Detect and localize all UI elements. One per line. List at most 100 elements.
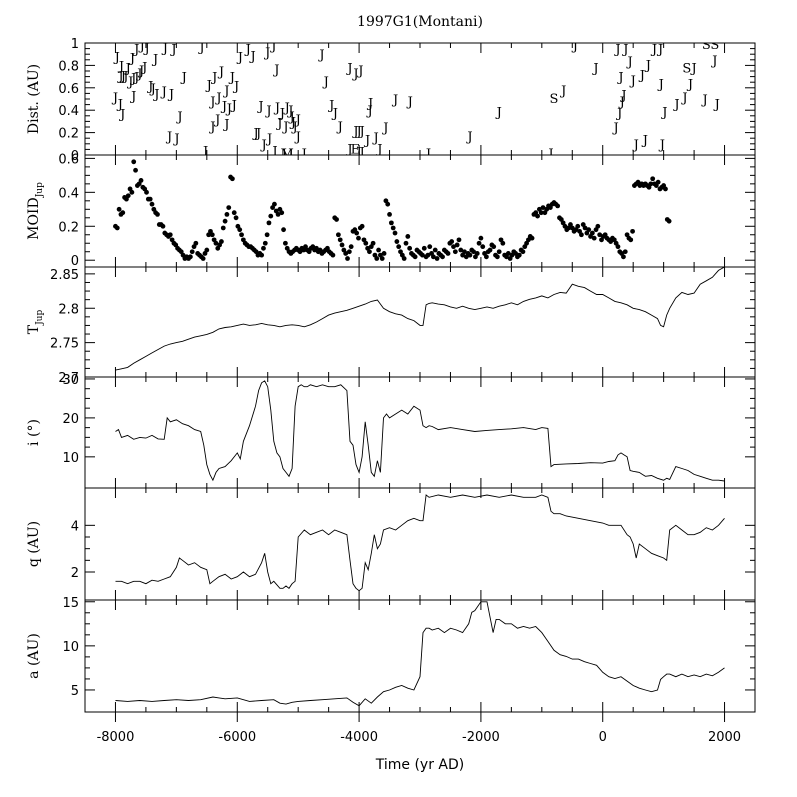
encounter-marker: J bbox=[322, 75, 329, 90]
moid-point bbox=[259, 252, 265, 258]
moid-point bbox=[595, 223, 601, 229]
encounter-marker: J bbox=[365, 104, 372, 119]
encounter-marker: J bbox=[345, 62, 352, 77]
moid-point bbox=[683, 0, 688, 2]
encounter-marker: S bbox=[682, 62, 691, 77]
encounter-marker: J bbox=[331, 106, 338, 121]
y-tick-label: 2.8 bbox=[58, 302, 79, 317]
moid-point bbox=[272, 201, 277, 207]
encounter-marker: S bbox=[710, 38, 719, 53]
moid-point bbox=[213, 240, 219, 246]
moid-point bbox=[403, 240, 409, 246]
encounter-marker: J bbox=[713, 97, 720, 112]
moid-point bbox=[431, 254, 436, 260]
moid-point bbox=[279, 210, 285, 216]
moid-point bbox=[231, 210, 237, 216]
encounter-marker: J bbox=[657, 77, 664, 92]
moid-point bbox=[396, 244, 402, 250]
moid-point bbox=[268, 213, 274, 219]
moid-point bbox=[262, 240, 268, 246]
moid-point bbox=[374, 256, 380, 261]
moid-point bbox=[579, 232, 584, 238]
encounter-marker: J bbox=[244, 43, 251, 58]
panel-frame bbox=[84, 487, 756, 601]
moid-point bbox=[628, 237, 634, 243]
encounter-marker: J bbox=[230, 99, 237, 114]
encounter-marker: J bbox=[291, 120, 298, 135]
moid-point bbox=[670, 0, 675, 2]
moid-point bbox=[160, 223, 166, 229]
moid-point bbox=[440, 254, 445, 260]
moid-point bbox=[394, 239, 400, 244]
moid-point bbox=[467, 252, 473, 258]
moid-point bbox=[680, 0, 685, 2]
moid-point bbox=[669, 0, 674, 2]
encounter-marker: J bbox=[172, 132, 179, 147]
moid-point bbox=[359, 223, 365, 229]
encounter-marker: J bbox=[356, 64, 363, 79]
moid-point bbox=[487, 247, 493, 253]
moid-point bbox=[687, 0, 692, 2]
encounter-marker: J bbox=[263, 46, 270, 61]
moid-point bbox=[348, 244, 354, 250]
moid-point bbox=[346, 249, 352, 255]
encounter-marker: J bbox=[126, 75, 133, 90]
encounter-marker: J bbox=[660, 105, 667, 120]
moid-point bbox=[219, 239, 224, 244]
moid-point bbox=[129, 189, 135, 195]
y-tick-label: 10 bbox=[62, 640, 79, 655]
y-tick-label: 2.85 bbox=[50, 268, 79, 283]
series-line-tjup bbox=[115, 267, 725, 371]
encounter-marker: J bbox=[220, 100, 227, 115]
encounter-marker: J bbox=[280, 147, 287, 162]
moid-point bbox=[335, 232, 341, 238]
encounter-marker: J bbox=[270, 145, 277, 160]
encounter-marker: J bbox=[119, 69, 126, 84]
y-tick-label: 0.2 bbox=[58, 220, 79, 235]
x-tick-label: -6000 bbox=[218, 730, 256, 745]
encounter-marker: J bbox=[612, 121, 619, 136]
encounter-marker: J bbox=[286, 147, 293, 162]
encounter-marker: J bbox=[650, 43, 657, 58]
moid-point bbox=[711, 0, 716, 2]
moid-point bbox=[720, 0, 725, 2]
encounter-marker: J bbox=[619, 89, 626, 104]
moid-point bbox=[478, 235, 484, 241]
moid-point bbox=[220, 225, 226, 231]
moid-point bbox=[337, 237, 343, 243]
encounter-marker: J bbox=[391, 93, 398, 108]
encounter-marker: J bbox=[138, 39, 145, 54]
moid-point bbox=[483, 254, 489, 260]
series-tjup bbox=[115, 267, 725, 371]
encounter-marker: J bbox=[232, 80, 239, 95]
series-line-semimajor-axis bbox=[115, 601, 725, 707]
y-tick-label: 2.75 bbox=[50, 337, 79, 352]
moid-point bbox=[125, 193, 131, 199]
encounter-marker: J bbox=[680, 91, 687, 106]
moid-point bbox=[281, 227, 286, 233]
encounter-marker: J bbox=[358, 146, 365, 161]
moid-point bbox=[343, 251, 349, 256]
encounter-marker: J bbox=[213, 113, 220, 128]
encounter-marker: J bbox=[289, 115, 296, 130]
moid-point bbox=[275, 211, 281, 217]
panel-semimajor-axis: 5 10 15 a (AU) bbox=[26, 596, 756, 713]
encounter-marker: J bbox=[121, 69, 128, 84]
moid-point bbox=[622, 249, 628, 255]
encounter-marker: J bbox=[113, 50, 120, 65]
moid-point bbox=[379, 256, 385, 261]
encounter-marker: J bbox=[132, 43, 139, 58]
series-inclination bbox=[115, 380, 725, 482]
moid-point bbox=[520, 249, 526, 255]
encounter-marker: J bbox=[656, 43, 663, 58]
y-tick-label: 2 bbox=[71, 566, 79, 581]
y-axis-label: a (AU) bbox=[26, 633, 42, 679]
moid-point bbox=[698, 0, 703, 2]
moid-point bbox=[392, 230, 398, 236]
moid-point bbox=[474, 251, 480, 256]
encounter-marker: J bbox=[208, 120, 215, 135]
moid-point bbox=[376, 247, 381, 253]
encounter-marker: J bbox=[375, 142, 382, 157]
moid-point bbox=[621, 254, 626, 260]
encounter-marker: J bbox=[167, 87, 174, 102]
